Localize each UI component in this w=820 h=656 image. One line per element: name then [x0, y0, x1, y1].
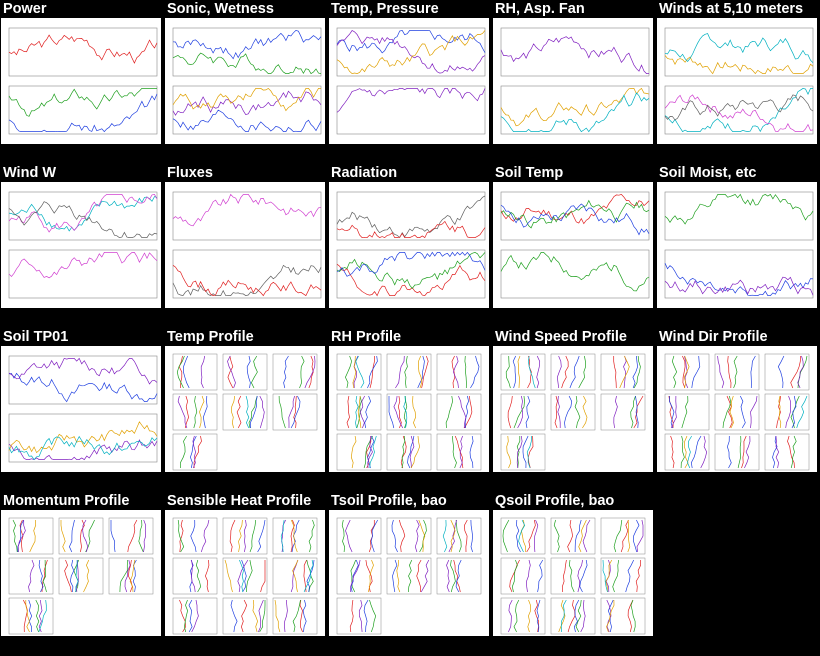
- panel-temp-profile: Temp Profile: [165, 328, 325, 491]
- thumbnail-plot-image: [172, 517, 318, 635]
- panel-winds-at-5-10-meters: Winds at 5,10 meters: [657, 0, 817, 163]
- plot-thumbnail-wind-dir-profile[interactable]: [657, 346, 817, 472]
- plot-thumbnail-soil-tp01[interactable]: [1, 346, 161, 472]
- thumbnail-plot-image: [664, 27, 814, 135]
- plot-thumbnail-tsoil-profile-bao[interactable]: [329, 510, 489, 636]
- panel-title: Radiation: [331, 165, 398, 181]
- thumbnail-plot-image: [172, 191, 322, 299]
- panel-title: Winds at 5,10 meters: [659, 1, 804, 17]
- panel-rh-asp-fan: RH, Asp. Fan: [493, 0, 653, 163]
- thumbnail-plot-image: [500, 353, 646, 471]
- plot-thumbnail-temp-profile[interactable]: [165, 346, 325, 472]
- thumbnail-plot-image: [8, 355, 158, 463]
- thumbnail-plot-image: [8, 27, 158, 135]
- plot-thumbnail-sonic-wetness[interactable]: [165, 18, 325, 144]
- panel-wind-w: Wind W: [1, 164, 161, 327]
- panel-title: Wind W: [3, 165, 57, 181]
- thumbnail-plot-image: [500, 517, 646, 635]
- panel-fluxes: Fluxes: [165, 164, 325, 327]
- panel-title: Sonic, Wetness: [167, 1, 274, 17]
- thumbnail-plot-image: [172, 353, 318, 471]
- thumbnail-plot-image: [172, 27, 322, 135]
- plot-thumbnail-qsoil-profile-bao[interactable]: [493, 510, 653, 636]
- plot-thumbnail-temp-pressure[interactable]: [329, 18, 489, 144]
- panel-title: Soil Temp: [495, 165, 564, 181]
- panel-title: RH Profile: [331, 329, 402, 345]
- plot-thumbnail-momentum-profile[interactable]: [1, 510, 161, 636]
- plot-thumbnail-sensible-heat-profile[interactable]: [165, 510, 325, 636]
- panel-title: Soil Moist, etc: [659, 165, 757, 181]
- panel-title: Soil TP01: [3, 329, 69, 345]
- thumbnail-plot-image: [336, 517, 482, 635]
- panel-momentum-profile: Momentum Profile: [1, 492, 161, 655]
- panel-radiation: Radiation: [329, 164, 489, 327]
- plot-thumbnail-soil-moist-etc[interactable]: [657, 182, 817, 308]
- panel-wind-speed-profile: Wind Speed Profile: [493, 328, 653, 491]
- thumbnail-plot-image: [336, 353, 482, 471]
- panel-title: RH, Asp. Fan: [495, 1, 585, 17]
- panel-soil-tp01: Soil TP01: [1, 328, 161, 491]
- plot-thumbnail-radiation[interactable]: [329, 182, 489, 308]
- thumbnail-plot-image: [336, 27, 486, 135]
- thumbnail-plot-image: [8, 517, 154, 635]
- plot-thumbnail-power[interactable]: [1, 18, 161, 144]
- panel-rh-profile: RH Profile: [329, 328, 489, 491]
- plot-thumbnail-wind-speed-profile[interactable]: [493, 346, 653, 472]
- panel-power: Power: [1, 0, 161, 163]
- panel-title: Temp Profile: [167, 329, 254, 345]
- panel-wind-dir-profile: Wind Dir Profile: [657, 328, 817, 491]
- plot-thumbnail-winds-at-5-10-meters[interactable]: [657, 18, 817, 144]
- panel-title: Temp, Pressure: [331, 1, 439, 17]
- thumbnail-plot-image: [500, 27, 650, 135]
- panel-qsoil-profile-bao: Qsoil Profile, bao: [493, 492, 653, 655]
- panel-title: Fluxes: [167, 165, 213, 181]
- panel-tsoil-profile-bao: Tsoil Profile, bao: [329, 492, 489, 655]
- thumbnail-plot-image: [664, 353, 810, 471]
- panel-title: Sensible Heat Profile: [167, 493, 312, 509]
- thumbnail-plot-image: [664, 191, 814, 299]
- panel-title: Power: [3, 1, 47, 17]
- panel-temp-pressure: Temp, Pressure: [329, 0, 489, 163]
- thumbnail-plot-image: [336, 191, 486, 299]
- panel-title: Tsoil Profile, bao: [331, 493, 447, 509]
- panel-title: Wind Dir Profile: [659, 329, 768, 345]
- plot-thumbnail-rh-asp-fan[interactable]: [493, 18, 653, 144]
- panel-sonic-wetness: Sonic, Wetness: [165, 0, 325, 163]
- plot-thumbnail-rh-profile[interactable]: [329, 346, 489, 472]
- plot-thumbnail-fluxes[interactable]: [165, 182, 325, 308]
- panel-title: Qsoil Profile, bao: [495, 493, 615, 509]
- plot-thumbnail-soil-temp[interactable]: [493, 182, 653, 308]
- panel-sensible-heat-profile: Sensible Heat Profile: [165, 492, 325, 655]
- thumbnail-plot-image: [500, 191, 650, 299]
- plot-thumbnail-wind-w[interactable]: [1, 182, 161, 308]
- panel-title: Wind Speed Profile: [495, 329, 627, 345]
- panel-soil-moist-etc: Soil Moist, etc: [657, 164, 817, 327]
- thumbnail-plot-image: [8, 191, 158, 299]
- panel-soil-temp: Soil Temp: [493, 164, 653, 327]
- panel-title: Momentum Profile: [3, 493, 130, 509]
